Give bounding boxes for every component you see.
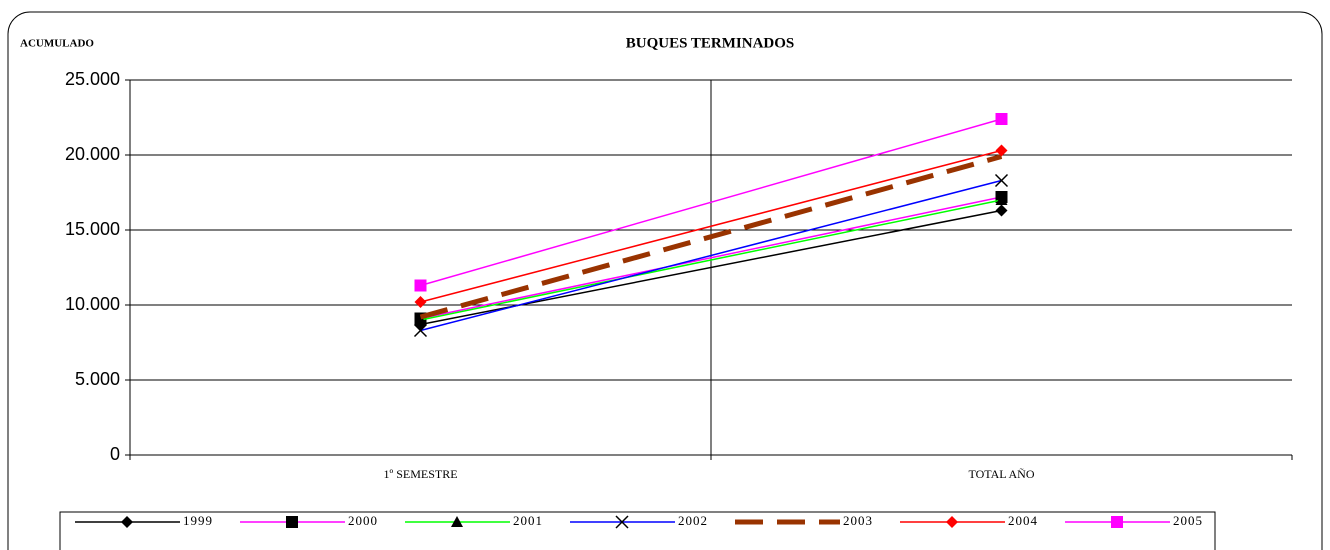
y-tick-label: 0 <box>110 444 120 464</box>
y-tick-label: 25.000 <box>65 69 120 89</box>
x-tick-label: 1º SEMESTRE <box>383 467 457 481</box>
legend-label: 2005 <box>1173 513 1203 528</box>
legend-label: 1999 <box>183 513 213 528</box>
legend-marker <box>286 516 298 528</box>
point-marker <box>414 279 427 292</box>
y-tick-label: 5.000 <box>75 369 120 389</box>
point-marker <box>995 204 1008 217</box>
y-tick-label: 20.000 <box>65 144 120 164</box>
point-marker <box>995 144 1008 157</box>
series-line <box>419 154 1003 320</box>
series-line <box>420 179 1002 332</box>
legend-label: 2003 <box>843 513 873 528</box>
legend-marker <box>451 516 463 527</box>
legend-label: 2004 <box>1008 513 1038 528</box>
series-line <box>420 149 1002 303</box>
legend-marker <box>946 516 958 528</box>
point-marker <box>995 113 1008 125</box>
legend-label: 2002 <box>678 513 708 528</box>
series-line <box>420 118 1002 287</box>
chart-frame <box>7 11 1323 550</box>
x-tick-label: TOTAL AÑO <box>968 467 1034 481</box>
series-line <box>420 199 1002 321</box>
y-tick-label: 15.000 <box>65 219 120 239</box>
legend-marker <box>1111 516 1123 528</box>
point-marker <box>413 323 428 338</box>
legend-box <box>59 511 1216 550</box>
legend-marker <box>615 515 629 529</box>
y-axis-label: ACUMULADO <box>20 38 94 50</box>
series-line <box>420 196 1002 320</box>
point-marker <box>995 194 1008 205</box>
legend-label: 2000 <box>348 513 378 528</box>
y-tick-label: 10.000 <box>65 294 120 314</box>
legend-label: 2001 <box>513 513 543 528</box>
point-marker <box>414 314 427 325</box>
legend-marker <box>121 516 133 528</box>
point-marker <box>414 296 427 308</box>
chart-title: BUQUES TERMINADOS <box>626 35 795 51</box>
point-marker <box>994 173 1009 188</box>
